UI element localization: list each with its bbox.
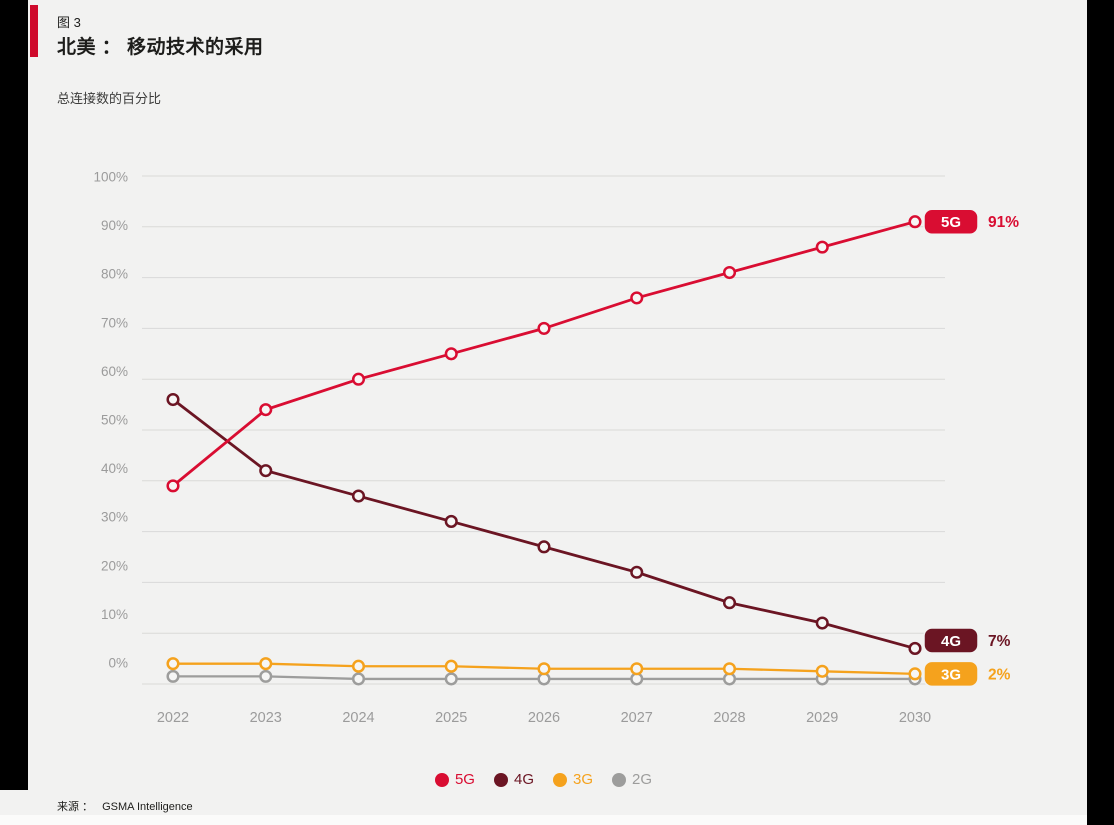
x-axis-tick: 2028 [713,710,745,726]
series-5g-point [722,265,737,280]
legend-item-5g: 5G [434,771,475,788]
series-5g-line [172,220,916,487]
series-4g-point [908,641,922,655]
series-3g-point [351,659,366,673]
series-4g-point [537,540,551,554]
y-axis-tick: 40% [101,461,128,476]
series-4g-point [259,464,273,478]
series-3g-end-value: 2% [988,666,1011,683]
series-3g-point [908,667,922,681]
series-3g-point [259,657,273,671]
legend-dot-2g [612,772,627,787]
series-4g-line [172,398,916,650]
series-3g-point [166,657,180,671]
x-axis-tick: 2026 [528,710,560,726]
y-axis-tick: 10% [101,607,128,622]
x-axis-tick: 2023 [250,710,282,726]
legend-dot-5g [434,772,449,787]
series-5g-badge [923,208,979,235]
page-title: 北美 ： 移动技术的采用 [57,37,264,58]
series-3g-point [630,662,644,676]
series-4g-point [722,596,737,610]
y-axis-tick: 70% [101,315,128,330]
series-4g-point [166,392,180,407]
legend-dot-4g [493,772,508,787]
series-3g-point [815,664,829,678]
legend-dot-3g [553,772,567,787]
series-4g-point [351,489,366,503]
legend-label-4g: 4G [513,771,534,788]
series-2g-point [444,672,458,686]
x-axis-tick: 2030 [899,710,931,726]
legend-label-2g: 2G [632,771,653,788]
legend-item-3g: 3G [553,771,593,788]
x-axis-tick: 2025 [435,710,467,726]
x-axis-tick: 2024 [342,710,374,726]
legend-item-2g: 2G [612,771,652,788]
right-edge-bar [1087,0,1114,825]
series-3g-point [537,662,551,676]
series-3g-badge [923,660,979,688]
figure-label: 图 3 [57,15,81,30]
legend-label-3g: 3G [573,771,594,788]
legend-label-5g: 5G [454,771,475,788]
y-axis-tick: 30% [101,510,128,525]
series-2g-point [259,669,273,683]
bottom-white-strip [0,815,1087,825]
series-4g-point [630,565,644,579]
y-axis-tick: 60% [101,364,128,379]
series-5g-point [444,347,458,361]
series-5g-badge-label: 5G [941,214,961,231]
series-4g-end-value: 7% [988,633,1011,650]
series-5g-point [630,291,644,305]
series-5g-point [259,403,273,417]
y-axis-tick: 100% [93,170,128,185]
series-4g-point [444,514,458,528]
y-axis-tick: 20% [101,558,128,573]
y-axis-tick: 50% [101,413,128,428]
y-axis-tick: 80% [101,267,128,282]
x-axis-tick: 2022 [157,710,189,726]
series-5g-point [537,321,551,335]
chart-legend: 5G 4G 3G 2G [142,771,945,788]
y-axis-tick: 90% [101,218,128,233]
accent-bar [30,5,38,57]
series-4g-badge-label: 4G [941,633,961,650]
series-3g-point [722,662,737,676]
series-2g-point [166,669,180,683]
source-line: 来源 ： GSMA Intelligence [57,798,193,814]
source-label: 来源 ： [57,801,94,813]
series-5g-point [815,240,829,254]
left-edge-bar [0,0,28,790]
series-5g-point [166,479,180,493]
series-5g-end-value: 91% [988,214,1019,231]
legend-item-4g: 4G [493,771,534,788]
y-axis-tick: 0% [108,656,128,671]
series-3g-badge-label: 3G [941,666,961,683]
series-5g-point [351,372,366,386]
x-axis-tick: 2029 [806,710,838,726]
chart-subtitle: 总连接数的百分比 [57,91,162,106]
series-3g-point [444,659,458,673]
series-4g-badge [923,627,979,654]
series-4g-point [815,616,829,630]
source-value: GSMA Intelligence [102,801,193,813]
series-2g-point [351,672,366,686]
x-axis-tick: 2027 [621,710,653,726]
series-5g-point [908,215,922,229]
